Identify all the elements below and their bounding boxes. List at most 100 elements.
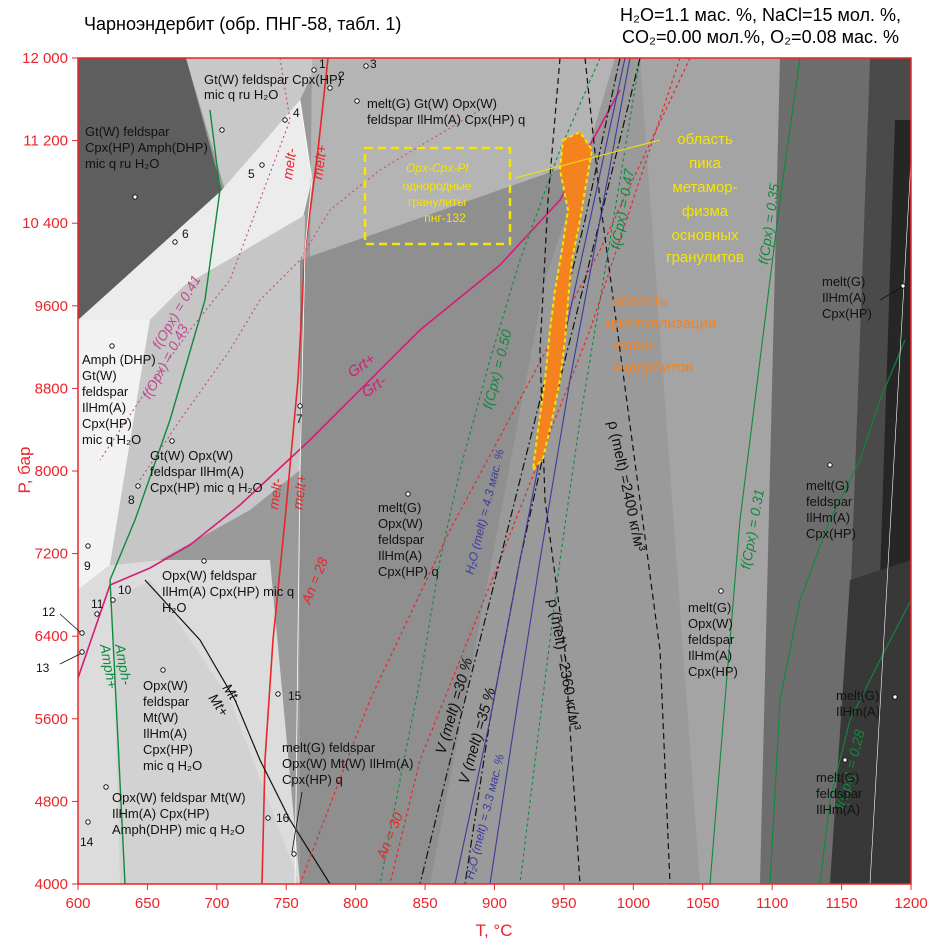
field-label-f3: melt(G) Gt(W) Opx(W) feldspar IlHm(A) Cpx… (367, 96, 525, 127)
point-number-4: 4 (293, 106, 300, 120)
an28-curve (299, 58, 691, 884)
field-label-f4: Amph (DHP) Gt(W) feldspar IlHm(A) Cpx(HP) mic… (82, 352, 156, 447)
point-number-5: 5 (248, 167, 255, 181)
point-number-7: 7 (296, 412, 303, 426)
x-tick-label: 1100 (756, 895, 788, 912)
point-number-14: 14 (80, 835, 94, 849)
x-ticks: 600 650 700 750 800 850 900 950 1000 1050 1100 1150… (65, 884, 928, 912)
point-number-labels: 1 2 3 4 5 6 7 8 9 10 11 12 13 14 15 16 (36, 57, 377, 849)
y-tick-label: 7200 (35, 546, 68, 563)
rho2360-curve (539, 58, 581, 884)
diagram-title: Чарноэндербит (обр. ПНГ-58, табл. 1) (84, 14, 402, 34)
field-label-line: Gt(W) feldspar Cpx(HP) (204, 72, 342, 87)
field-label-line: Opx(W) Mt(W) IlHm(A) (282, 756, 413, 771)
field-marker-f14 (892, 694, 898, 700)
vmelt30-curve (419, 58, 621, 884)
peak-line3: метамор- (672, 179, 737, 196)
point-marker-10 (110, 597, 116, 603)
field-label-f11: melt(G) IlHm(A) Cpx(HP) (822, 274, 872, 321)
annotations: Opx-Cpx-Pl однородные гранулиты пнг-132 … (403, 131, 744, 376)
point-marker-15 (275, 691, 281, 697)
field-marker-f5 (169, 438, 175, 444)
field-label-line: mic q ru H₂O (85, 156, 159, 171)
h2o33-curve (489, 58, 631, 884)
box-line2: гранулиты (408, 195, 466, 209)
field-band1 (640, 58, 780, 884)
field-dark-topleft (78, 58, 222, 320)
field-gt-opx (110, 215, 305, 565)
label-melt-plus-top: melt+ (309, 144, 330, 181)
field-label-line: feldspar (143, 694, 190, 709)
melt-curve (261, 58, 329, 884)
field-label-f2: Gt(W) feldspar Cpx(HP) mic q ru H₂O (204, 72, 342, 102)
peak-line5: основных (671, 227, 739, 244)
field-label-line: Opx(W) (378, 516, 423, 531)
curves (78, 58, 911, 884)
mt-curve (144, 579, 331, 884)
field-label-line: IlHm(A) (806, 510, 850, 525)
y-tick-label: 8000 (35, 463, 68, 480)
field-marker-f12 (827, 462, 833, 468)
field-label-line: Opx(W) feldspar Mt(W) (112, 790, 246, 805)
label-melt-plus-low: melt+ (289, 474, 310, 511)
field-label-f9: melt(G) feldspar Opx(W) Mt(W) IlHm(A) Cpx(… (282, 740, 413, 787)
field-amph (78, 320, 150, 590)
field-label-f7: Opx(W) feldspar IlHm(A) Cpx(HP) mic q H₂O (162, 568, 294, 615)
field-marker-f13 (718, 588, 724, 594)
point-number-2: 2 (338, 69, 345, 83)
point-number-15: 15 (288, 689, 302, 703)
fcpx050-curve (379, 58, 601, 884)
field-label-line: IlHm(A) (816, 802, 860, 817)
point-number-16: 16 (276, 811, 290, 825)
x-tick-label: 900 (482, 895, 507, 912)
point-number-1: 1 (319, 57, 326, 71)
y-tick-label: 6400 (35, 628, 68, 645)
field-marker-f10 (103, 784, 109, 790)
point-marker-8 (135, 483, 141, 489)
x-tick-label: 950 (551, 895, 576, 912)
peak-pointer-line (514, 139, 661, 179)
peak-line4: физма (682, 203, 729, 220)
field-label-line: Cpx(HP) mic q H₂O (150, 480, 263, 495)
field-label-line: IlHm(A) (378, 548, 422, 563)
field-label-line: melt(G) (688, 600, 731, 615)
field-marker-f4 (109, 343, 115, 349)
field-band5 (830, 560, 911, 884)
h2o43-curve (454, 58, 626, 884)
point-marker-9 (85, 543, 91, 549)
y-tick-label: 11 200 (23, 133, 68, 150)
leader-f11 (879, 286, 903, 301)
cryst-line2: кристаллизации (604, 315, 716, 332)
y-axis-label: P, бар (15, 447, 34, 494)
cryst-line3: чарно- (612, 337, 658, 354)
fcpx047-curve (519, 58, 641, 884)
point-marker-3 (363, 63, 369, 69)
peak-line2: пика (689, 155, 721, 172)
field-label-f6: melt(G) Opx(W) feldspar IlHm(A) Cpx(HP) q (378, 500, 439, 579)
x-tick-label: 750 (274, 895, 299, 912)
divider-2 (869, 159, 911, 884)
point-number-6: 6 (182, 227, 189, 241)
orange-crystallization-region (531, 130, 594, 474)
point-number-8: 8 (128, 493, 135, 507)
field-label-line: IlHm(A) Cpx(HP) (112, 806, 210, 821)
y-tick-label: 8800 (35, 380, 68, 397)
field-label-line: Amph (DHP) (82, 352, 156, 367)
y-tick-label: 5600 (35, 711, 68, 728)
field-label-line: feldspar IlHm(A) (150, 464, 244, 479)
y-tick-label: 10 400 (22, 215, 68, 232)
x-tick-label: 700 (204, 895, 229, 912)
point-marker-7 (297, 403, 303, 409)
field-label-line: Opx(W) (143, 678, 188, 693)
field-label-line: mic q ru H₂O (204, 87, 278, 102)
leader-12 (59, 613, 81, 633)
fopx043-curve (139, 109, 481, 481)
point-marker-12 (79, 630, 85, 636)
box-line3: пнг-132 (424, 211, 466, 225)
field-label-line: IlHm(A) (822, 290, 866, 305)
field-mt (112, 580, 300, 884)
field-marker-f1 (132, 194, 138, 200)
field-label-line: IlHm(A) (143, 726, 187, 741)
field-marker-f3 (354, 98, 360, 104)
